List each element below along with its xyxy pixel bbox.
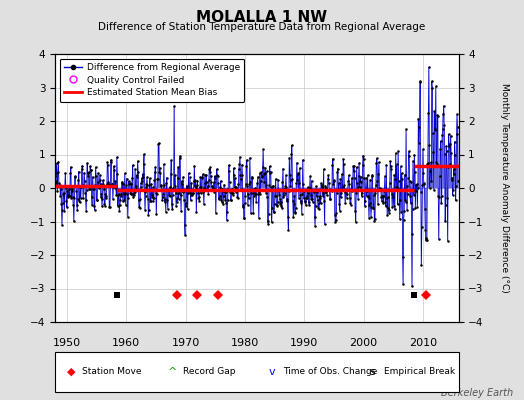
- Text: Station Move: Station Move: [82, 368, 141, 376]
- Legend: Difference from Regional Average, Quality Control Failed, Estimated Station Mean: Difference from Regional Average, Qualit…: [60, 58, 244, 102]
- Text: 1960: 1960: [112, 338, 140, 348]
- Text: Empirical Break: Empirical Break: [385, 368, 455, 376]
- Text: 1980: 1980: [231, 338, 259, 348]
- Text: ^: ^: [168, 367, 177, 377]
- Text: s: s: [370, 367, 376, 377]
- Text: 2000: 2000: [350, 338, 378, 348]
- Text: 1950: 1950: [53, 338, 81, 348]
- Text: Berkeley Earth: Berkeley Earth: [441, 388, 514, 398]
- Text: Difference of Station Temperature Data from Regional Average: Difference of Station Temperature Data f…: [99, 22, 425, 32]
- Text: Time of Obs. Change: Time of Obs. Change: [283, 368, 378, 376]
- Text: Record Gap: Record Gap: [183, 368, 235, 376]
- Text: 1970: 1970: [171, 338, 200, 348]
- Y-axis label: Monthly Temperature Anomaly Difference (°C): Monthly Temperature Anomaly Difference (…: [500, 83, 509, 293]
- Text: 1990: 1990: [290, 338, 319, 348]
- Text: MOLALLA 1 NW: MOLALLA 1 NW: [196, 10, 328, 25]
- Text: ◆: ◆: [67, 367, 75, 377]
- Text: v: v: [269, 367, 276, 377]
- Text: 2010: 2010: [409, 338, 437, 348]
